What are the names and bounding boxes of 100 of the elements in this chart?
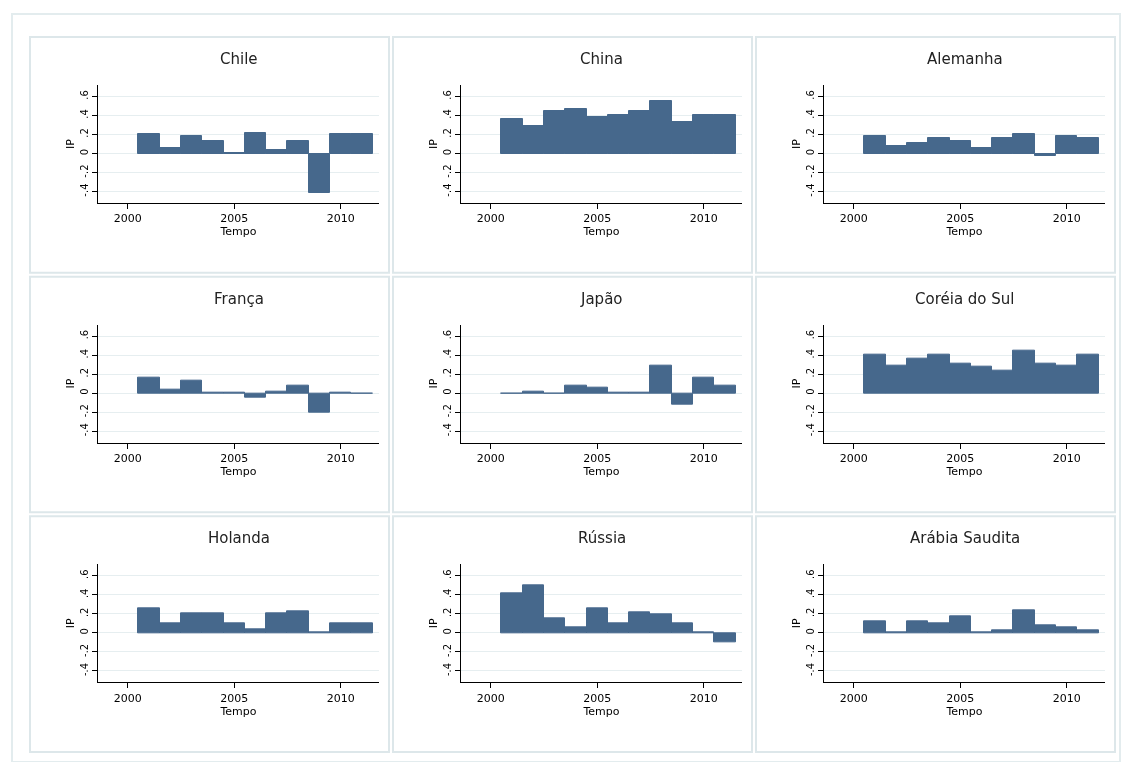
chart-title: Arábia Saudita xyxy=(910,529,1021,547)
y-tick-label: 0 xyxy=(79,148,90,156)
x-axis-title: Tempo xyxy=(219,225,257,239)
y-tick-label: .2 xyxy=(79,128,90,138)
y-tick-label: .2 xyxy=(805,128,816,138)
y-tick-label: -.2 xyxy=(79,164,90,178)
x-tick-label: 2005 xyxy=(946,691,975,705)
y-tick-label: .2 xyxy=(805,367,816,378)
y-tick-label: -.2 xyxy=(79,643,90,657)
x-tick-label: 2000 xyxy=(113,451,142,465)
y-axis-title: IP xyxy=(789,618,803,629)
x-tick-label: 2010 xyxy=(689,451,718,465)
y-axis-title: IP xyxy=(63,378,77,389)
y-tick-label: -.4 xyxy=(79,423,90,437)
x-tick-label: 2000 xyxy=(113,212,142,226)
x-axis-title: Tempo xyxy=(582,704,620,718)
x-tick-label: 2005 xyxy=(220,691,249,705)
y-tick-label: -.4 xyxy=(79,662,90,676)
x-tick-label: 2000 xyxy=(839,691,868,705)
x-axis-title: Tempo xyxy=(945,225,983,239)
x-tick-label: 2010 xyxy=(1052,212,1081,226)
x-tick-label: 2010 xyxy=(326,212,355,226)
y-tick-label: .2 xyxy=(442,367,453,378)
y-axis-title: IP xyxy=(426,138,440,149)
x-tick-label: 2005 xyxy=(583,212,612,226)
x-tick-label: 2000 xyxy=(476,691,505,705)
x-tick-label: 2000 xyxy=(839,212,868,226)
x-tick-label: 2010 xyxy=(326,691,355,705)
y-tick-label: .6 xyxy=(442,90,453,100)
y-tick-label: -.2 xyxy=(442,643,453,657)
y-tick-label: .4 xyxy=(79,588,90,599)
y-tick-label: -.4 xyxy=(805,183,816,197)
x-tick-label: 2005 xyxy=(946,451,975,465)
x-tick-label: 2005 xyxy=(220,212,249,226)
x-tick-label: 2000 xyxy=(113,691,142,705)
y-tick-label: .6 xyxy=(79,329,90,340)
x-tick-label: 2005 xyxy=(583,451,612,465)
x-axis-title: Tempo xyxy=(219,704,257,718)
y-axis-title: IP xyxy=(426,618,440,629)
y-tick-label: -.2 xyxy=(805,643,816,657)
y-axis-title: IP xyxy=(63,138,77,149)
x-axis-title: Tempo xyxy=(945,464,983,478)
x-tick-label: 2000 xyxy=(476,451,505,465)
x-tick-label: 2010 xyxy=(1052,451,1081,465)
chart-title: Chile xyxy=(220,50,258,68)
y-tick-label: -.2 xyxy=(79,404,90,418)
y-axis-title: IP xyxy=(426,378,440,389)
y-tick-label: .4 xyxy=(442,348,453,359)
y-tick-label: -.2 xyxy=(442,404,453,418)
y-tick-label: 0 xyxy=(79,628,90,635)
chart-title: China xyxy=(580,50,623,68)
chart-title: Japão xyxy=(580,290,623,308)
y-tick-label: .4 xyxy=(442,588,453,599)
x-tick-label: 2010 xyxy=(689,691,718,705)
chart-title: Holanda xyxy=(208,529,271,547)
y-axis-title: IP xyxy=(63,618,77,629)
y-tick-label: -.4 xyxy=(442,662,453,676)
x-tick-label: 2010 xyxy=(1052,691,1081,705)
y-tick-label: .6 xyxy=(79,569,90,580)
x-tick-label: 2010 xyxy=(689,212,718,226)
chart-title: Rússia xyxy=(578,529,627,547)
y-axis-title: IP xyxy=(789,138,803,149)
chart-title: Coréia do Sul xyxy=(915,290,1015,308)
y-tick-label: .4 xyxy=(805,109,816,119)
y-tick-label: -.4 xyxy=(805,423,816,437)
y-tick-label: -.4 xyxy=(79,183,90,197)
y-tick-label: 0 xyxy=(805,148,816,156)
y-tick-label: -.4 xyxy=(805,662,816,676)
y-tick-label: .4 xyxy=(805,348,816,359)
y-tick-label: -.2 xyxy=(805,404,816,418)
y-tick-label: 0 xyxy=(442,148,453,156)
y-tick-label: .2 xyxy=(79,607,90,618)
x-axis-title: Tempo xyxy=(582,464,620,478)
x-axis-title: Tempo xyxy=(945,704,983,718)
y-tick-label: .2 xyxy=(442,128,453,138)
y-tick-label: -.4 xyxy=(442,423,453,437)
x-tick-label: 2005 xyxy=(220,451,249,465)
y-tick-label: 0 xyxy=(805,388,816,395)
y-tick-label: 0 xyxy=(442,388,453,395)
x-axis-title: Tempo xyxy=(582,225,620,239)
y-tick-label: .4 xyxy=(805,588,816,599)
x-tick-label: 2000 xyxy=(839,451,868,465)
x-tick-label: 2005 xyxy=(946,212,975,226)
y-tick-label: .2 xyxy=(79,367,90,378)
x-tick-label: 2010 xyxy=(326,451,355,465)
y-tick-label: .6 xyxy=(805,90,816,100)
chart-title: Alemanha xyxy=(927,50,1003,68)
x-axis-title: Tempo xyxy=(219,464,257,478)
y-tick-label: 0 xyxy=(442,628,453,635)
y-axis-title: IP xyxy=(789,378,803,389)
y-tick-label: .4 xyxy=(79,109,90,119)
y-tick-label: .2 xyxy=(805,607,816,618)
y-tick-label: .4 xyxy=(442,109,453,119)
y-tick-label: -.2 xyxy=(442,164,453,178)
y-tick-label: .6 xyxy=(805,329,816,340)
chart-title: França xyxy=(214,290,264,308)
y-tick-label: .6 xyxy=(442,329,453,340)
y-tick-label: .6 xyxy=(442,569,453,580)
y-tick-label: -.4 xyxy=(442,183,453,197)
y-tick-label: 0 xyxy=(805,628,816,635)
